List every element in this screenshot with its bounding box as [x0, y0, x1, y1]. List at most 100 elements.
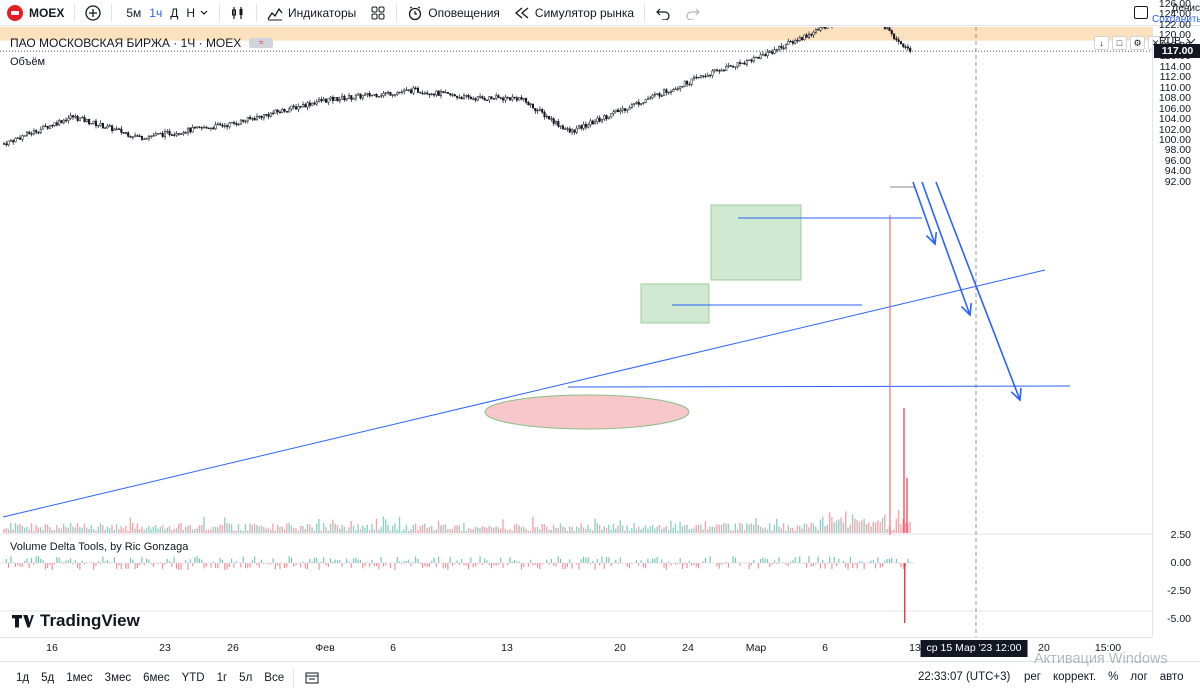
range-button[interactable]: Все [264, 671, 285, 684]
candle-body [163, 131, 167, 137]
symbol-search[interactable]: MOEX [0, 0, 71, 26]
user-menu[interactable]: Денис Сохранить [1152, 0, 1200, 25]
supply-zone[interactable] [0, 27, 1152, 41]
delta-bar [422, 563, 424, 569]
volume-bar [656, 526, 658, 533]
delta-bar [516, 561, 518, 563]
alerts-button[interactable]: Оповещения [400, 0, 507, 26]
range-button[interactable]: 1д [16, 671, 30, 684]
range-button[interactable]: 6мес [143, 671, 170, 684]
currency-label[interactable]: RUB [1159, 35, 1182, 47]
delta-bar [274, 563, 276, 570]
price-chart[interactable] [0, 27, 1152, 637]
volume-bar [152, 527, 155, 533]
flag-icon[interactable]: ≈ [249, 38, 274, 48]
volume-bar [477, 527, 479, 533]
delta-bar [470, 557, 472, 563]
volume-bar [725, 523, 727, 533]
volume-bar [778, 526, 780, 533]
tradingview-logo[interactable]: TradingView [12, 611, 140, 631]
candle-body [283, 108, 286, 112]
candle-body [467, 95, 470, 98]
indicators-button[interactable]: Индикаторы [260, 0, 363, 26]
chevron-down-icon[interactable] [199, 8, 209, 18]
arrow-drawing[interactable] [921, 181, 971, 316]
time-tick: 20 [614, 642, 626, 654]
delta-bar [35, 556, 37, 563]
arrow-head[interactable] [925, 231, 938, 246]
candle-body [511, 96, 514, 101]
volume-bar [191, 529, 194, 533]
candle-body [94, 120, 98, 127]
delta-bar [47, 563, 49, 568]
scale-option[interactable]: % [1108, 671, 1119, 683]
scale-option[interactable]: рег [1024, 671, 1041, 683]
compare-symbol-button[interactable] [78, 0, 108, 26]
delta-bar [350, 563, 352, 568]
candle-body [389, 91, 392, 96]
settings-icon[interactable]: ⚙ [1130, 36, 1145, 50]
undo-button[interactable] [648, 0, 678, 26]
delta-bar [884, 560, 886, 563]
volume-bar [447, 529, 449, 533]
interval-1h[interactable]: 1ч [149, 5, 163, 20]
delta-bar [831, 563, 833, 570]
interval-week[interactable]: Н [186, 5, 196, 20]
arrow-drawing[interactable] [912, 181, 936, 245]
interval-day[interactable]: Д [170, 5, 179, 20]
chart-type-button[interactable] [223, 0, 253, 26]
price-axis[interactable]: RUB 126.00124.00122.00120.00118.00116.00… [1152, 0, 1200, 637]
delta-bar [281, 562, 283, 563]
interval-5m[interactable]: 5м [126, 5, 142, 20]
range-button[interactable]: YTD [181, 671, 205, 684]
horizontal-ray[interactable] [567, 385, 1071, 388]
candle-body [341, 95, 344, 100]
rectangle-drawing[interactable] [710, 204, 802, 281]
volume-bar [621, 525, 624, 533]
delta-bar [486, 560, 488, 563]
templates-button[interactable] [363, 0, 393, 26]
layout-icon[interactable] [1134, 6, 1148, 19]
rectangle-drawing[interactable] [640, 283, 710, 324]
scale-option[interactable]: коррект. [1053, 671, 1097, 683]
arrow-head[interactable] [1010, 387, 1022, 402]
candle-body [778, 45, 781, 50]
tradingview-mark-icon [12, 615, 34, 628]
scale-option[interactable]: авто [1159, 671, 1184, 683]
delta-bar [339, 559, 341, 563]
ellipse-drawing[interactable] [484, 394, 690, 430]
delta-bar [803, 563, 805, 564]
redo-button[interactable] [678, 0, 708, 26]
trend-line[interactable] [2, 269, 1046, 518]
arrow-head[interactable] [960, 302, 973, 317]
arrow-drawing[interactable] [935, 181, 1021, 401]
maximize-icon[interactable]: □ [1112, 36, 1127, 50]
delta-bar [261, 559, 263, 563]
arrow-down-icon[interactable]: ↓ [1094, 36, 1109, 50]
range-button[interactable]: 3мес [104, 671, 132, 684]
clock[interactable]: 22:33:07 (UTC+3) [918, 671, 1011, 683]
candle-body [768, 51, 771, 53]
chevron-down-icon[interactable] [1186, 37, 1196, 45]
range-button[interactable]: 5л [239, 671, 253, 684]
delta-bar [902, 563, 904, 570]
delta-bar [461, 558, 463, 563]
goto-date-button[interactable] [297, 665, 327, 691]
volume-bar [523, 526, 525, 533]
delta-bar [286, 563, 288, 568]
delta-bar [698, 563, 700, 569]
delta-bar [546, 559, 548, 563]
scale-option[interactable]: лог [1130, 671, 1148, 683]
range-button[interactable]: 1мес [66, 671, 93, 684]
range-button[interactable]: 1г [216, 671, 228, 684]
volume-bar [21, 525, 23, 533]
candle-body [117, 128, 121, 130]
volume-bar [311, 527, 313, 533]
time-axis[interactable]: 16 23 26 Фев 6 13 20 24 Мар 6 13 20 15:00 ср 15 Мар '… [0, 637, 1152, 659]
interval-selector: 5м 1ч Д Н [115, 0, 216, 26]
replay-button[interactable]: Симулятор рынка [507, 0, 641, 26]
range-button[interactable]: 5д [41, 671, 55, 684]
delta-bar [164, 563, 166, 565]
volume-bar [244, 524, 247, 533]
volume-bar [642, 527, 644, 533]
